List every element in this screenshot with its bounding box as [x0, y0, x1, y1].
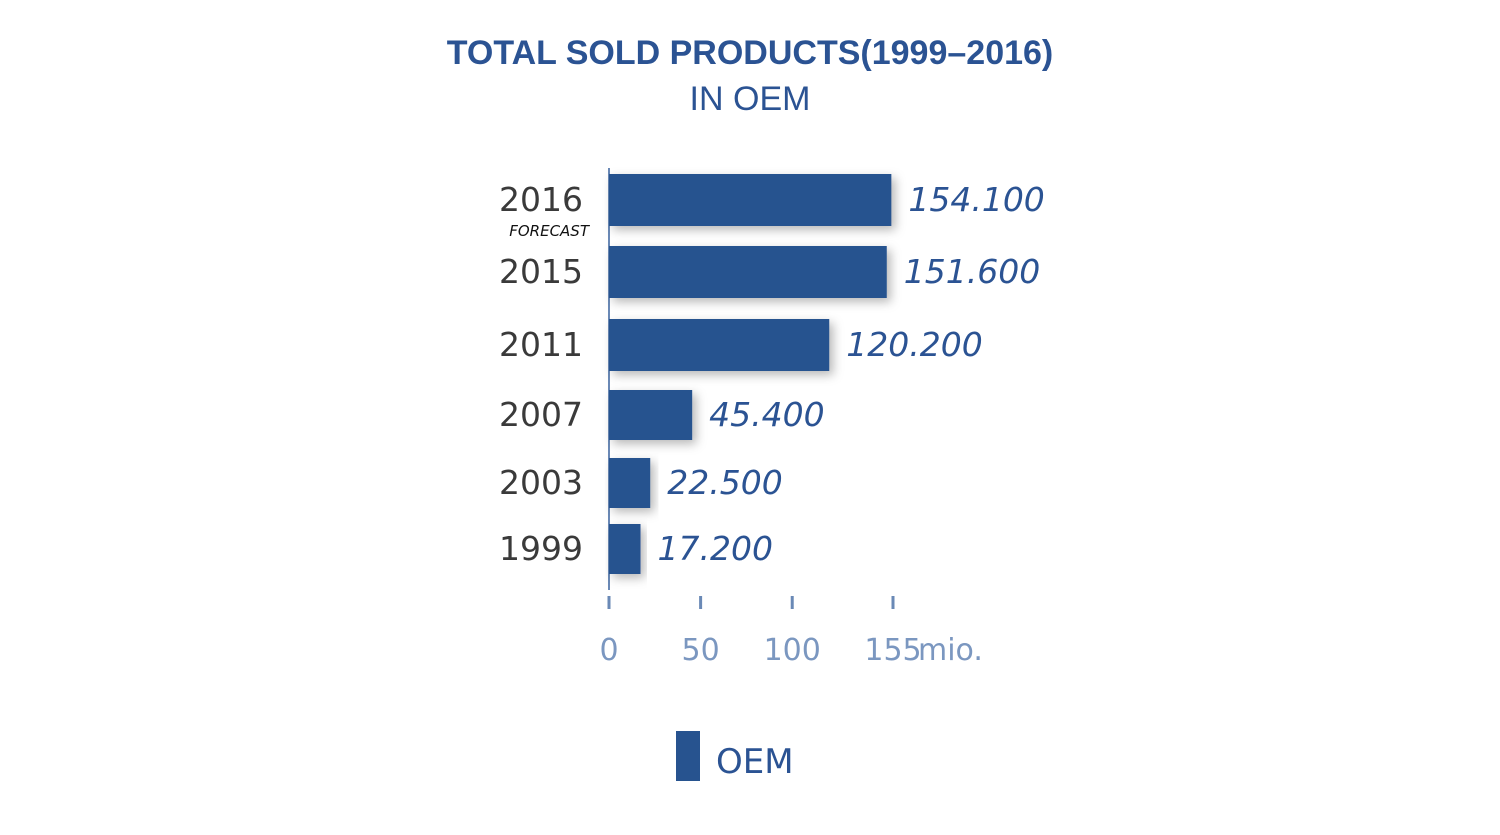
bar-2011	[609, 319, 830, 371]
category-label-2015: 2015	[499, 252, 583, 291]
x-unit-label: mio.	[918, 633, 983, 668]
chart-subtitle: IN OEM	[690, 80, 811, 118]
legend-label: OEM	[716, 742, 794, 782]
value-label-2016: 154.100	[908, 180, 1044, 219]
category-label-1999: 1999	[499, 529, 583, 568]
category-label-2011: 2011	[499, 325, 583, 364]
chart-title: TOTAL SOLD PRODUCTS(1999–2016)	[447, 34, 1054, 72]
value-label-2011: 120.200	[846, 325, 982, 364]
bar-2015	[609, 246, 887, 298]
x-tick-label-50: 50	[682, 633, 720, 668]
x-tick-label-0: 0	[599, 633, 618, 668]
x-tick-label-155: 155	[864, 633, 921, 668]
category-label-2007: 2007	[499, 395, 583, 434]
x-tick-label-100: 100	[764, 633, 821, 668]
value-label-2003: 22.500	[667, 463, 782, 502]
legend: OEM	[676, 731, 794, 782]
category-label-2016: 2016	[499, 180, 583, 219]
category-label-2003: 2003	[499, 463, 583, 502]
bar-2016	[609, 174, 892, 226]
value-label-2015: 151.600	[904, 252, 1040, 291]
value-label-2007: 45.400	[709, 395, 824, 434]
value-label-1999: 17.200	[658, 529, 773, 568]
legend-swatch	[676, 731, 700, 781]
category-note-2016: FORECAST	[509, 222, 591, 240]
bar-1999	[609, 524, 641, 574]
bar-2007	[609, 390, 693, 440]
plot-area: 2016 FORECAST 154.100 2015 151.600 2011 120.20…	[499, 168, 1045, 668]
bar-2003	[609, 458, 651, 508]
